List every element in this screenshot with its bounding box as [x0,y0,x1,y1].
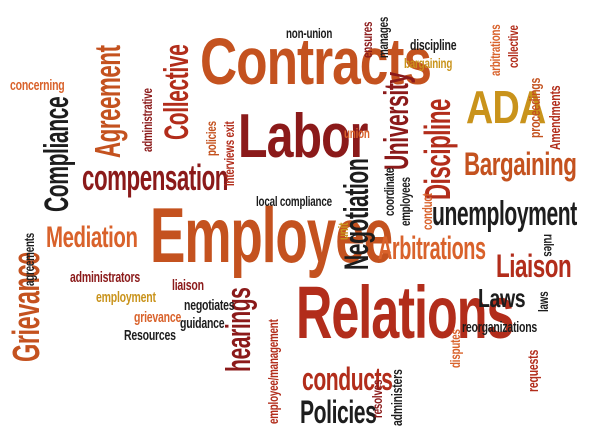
word-local-compliance: local compliance [256,193,332,209]
word-compliance: Mediation [46,221,138,254]
word-concerning: concerning [10,77,65,94]
word-agreement: Agreement [87,45,128,158]
word-interviews-exit: interviews exit [221,121,237,186]
word-union: union [344,125,370,141]
word-policies: Policies [300,394,377,430]
word-collective-small: collective [505,25,521,68]
word-unit: unit [335,222,351,240]
word-bargaining: Bargaining [464,146,577,182]
word-contracts: Contracts [200,24,432,98]
word-conducts: conducts [302,361,393,397]
word-administers: administers [389,369,406,426]
word-coordinate: coordinate [381,167,397,216]
word-negotiation: Negotiation [338,158,376,270]
word-employee: Employee [150,191,393,279]
word-employee-management: employee/management [265,319,281,424]
word-rules: rules [541,234,557,257]
word-unemployment: unemployment [432,195,577,233]
word-conduct: conduct [419,193,435,230]
word-compensation: compensation [82,157,228,198]
word-ada: ADA [466,81,546,133]
word-mediation: Compliance [38,96,76,212]
word-manages: manages [375,16,391,58]
word-non-union: non-union [286,25,333,41]
word-relations: Relations [296,271,514,354]
word-resolves: resolves [369,379,385,418]
word-labor: Labor [238,102,368,171]
word-employment: employment [96,289,156,306]
word-administrators: administrators [70,269,140,286]
word-university: University [378,72,416,170]
word-proceedings: proceedings [527,77,544,138]
word-ensures: ensures [359,21,375,58]
word-employees: employees [397,177,413,226]
word-arbitrations: Arbitrations [378,230,486,266]
word-laws: Laws [478,283,526,313]
word-disputes: disputes [447,329,463,368]
word-grievance-small: grievance [134,309,182,326]
word-resources: Resources [124,327,176,344]
word-collective: Collective [158,44,196,141]
word-policies-small: policies [203,121,219,156]
word-guidance: guidance [180,315,225,332]
word-arbitrations-small: arbitrations [487,24,503,76]
word-negotiates: negotiates [184,297,235,314]
word-amendments: Amendments [547,85,564,150]
word-requests: requests [525,349,542,392]
word-discipline: Discipline [417,99,458,200]
word-agreements: agreements [21,232,37,286]
word-liaison-small: liaison [172,277,204,294]
word-laws-small: laws [535,291,551,312]
word-reorganizations: reorganizations [462,319,538,336]
word-discipline-small: discipline [410,37,457,54]
word-liaison: Liaison [496,248,572,284]
word-administrative: administrative [139,88,155,152]
word-bargaining-small: bargaining [404,55,453,71]
